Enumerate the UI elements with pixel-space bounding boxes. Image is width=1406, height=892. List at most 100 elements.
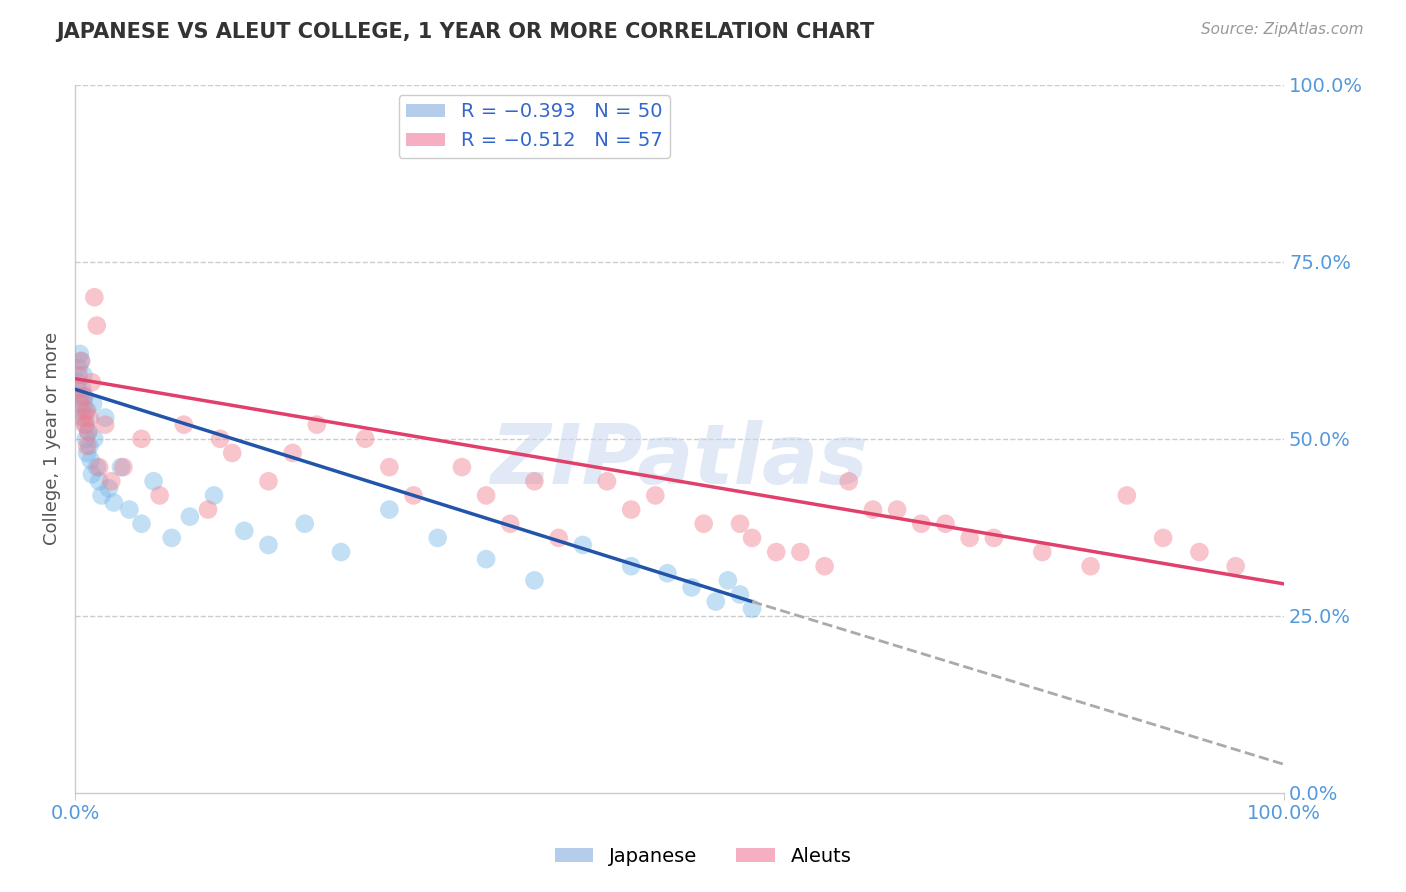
Legend: R = −0.393   N = 50, R = −0.512   N = 57: R = −0.393 N = 50, R = −0.512 N = 57 (398, 95, 671, 158)
Point (983, 531, 1005, 545)
Point (131, 516, 153, 531)
Point (451, 460, 474, 475)
Point (523, 475, 546, 489)
Point (1031, 545, 1053, 559)
Point (475, 552, 498, 566)
Point (69, 396, 91, 410)
Point (103, 495, 125, 509)
Point (547, 531, 569, 545)
Point (76, 439, 98, 453)
Text: Source: ZipAtlas.com: Source: ZipAtlas.com (1201, 22, 1364, 37)
Point (934, 516, 956, 531)
Point (67, 368, 90, 383)
Point (80, 467, 103, 482)
Point (704, 594, 727, 608)
Point (910, 516, 932, 531)
Y-axis label: College, 1 year or more: College, 1 year or more (44, 332, 60, 545)
Point (75, 417, 97, 432)
Point (73, 417, 96, 432)
Legend: Japanese, Aleuts: Japanese, Aleuts (547, 838, 859, 873)
Point (728, 587, 751, 601)
Point (330, 545, 353, 559)
Text: JAPANESE VS ALEUT COLLEGE, 1 YEAR OR MORE CORRELATION CHART: JAPANESE VS ALEUT COLLEGE, 1 YEAR OR MOR… (56, 22, 875, 42)
Point (72, 368, 94, 383)
Point (886, 502, 908, 516)
Point (118, 502, 141, 516)
Point (83, 432, 105, 446)
Point (131, 432, 153, 446)
Point (1152, 531, 1174, 545)
Point (80, 453, 103, 467)
Point (1188, 545, 1211, 559)
Point (97, 481, 120, 495)
Point (1225, 559, 1247, 574)
Point (257, 538, 280, 552)
Point (89, 460, 111, 475)
Point (100, 475, 122, 489)
Point (70, 354, 93, 368)
Point (142, 475, 165, 489)
Point (305, 417, 328, 432)
Point (149, 488, 172, 502)
Point (681, 581, 703, 595)
Point (77, 425, 100, 439)
Point (179, 509, 201, 524)
Point (69, 347, 91, 361)
Point (378, 460, 401, 475)
Point (959, 531, 981, 545)
Point (717, 574, 740, 588)
Point (741, 601, 763, 615)
Point (475, 488, 498, 502)
Point (499, 516, 522, 531)
Point (90, 488, 112, 502)
Point (765, 545, 787, 559)
Point (233, 524, 256, 538)
Point (221, 446, 243, 460)
Point (73, 410, 96, 425)
Point (94, 410, 117, 425)
Point (426, 531, 449, 545)
Point (596, 475, 619, 489)
Point (73, 389, 96, 403)
Point (79, 410, 101, 425)
Point (572, 538, 595, 552)
Point (202, 488, 225, 502)
Point (692, 516, 714, 531)
Point (378, 502, 401, 516)
Point (644, 488, 666, 502)
Point (82, 396, 104, 410)
Point (620, 502, 643, 516)
Point (75, 403, 97, 417)
Point (110, 460, 132, 475)
Point (354, 432, 377, 446)
Point (1115, 488, 1137, 502)
Point (209, 432, 232, 446)
Point (77, 425, 100, 439)
Point (657, 566, 679, 581)
Point (76, 403, 98, 417)
Point (66, 382, 89, 396)
Point (89, 475, 111, 489)
Point (72, 389, 94, 403)
Point (173, 417, 195, 432)
Point (294, 516, 316, 531)
Point (72, 396, 94, 410)
Point (70, 354, 93, 368)
Point (67, 361, 90, 376)
Point (112, 460, 135, 475)
Point (523, 574, 546, 588)
Point (160, 531, 183, 545)
Point (862, 502, 884, 516)
Point (66, 375, 89, 389)
Point (838, 475, 860, 489)
Point (94, 417, 117, 432)
Point (80, 375, 103, 389)
Point (257, 475, 280, 489)
Text: ZIPatlas: ZIPatlas (491, 419, 869, 500)
Point (69, 389, 91, 403)
Point (79, 439, 101, 453)
Point (1080, 559, 1102, 574)
Point (402, 488, 425, 502)
Point (789, 545, 811, 559)
Point (75, 432, 97, 446)
